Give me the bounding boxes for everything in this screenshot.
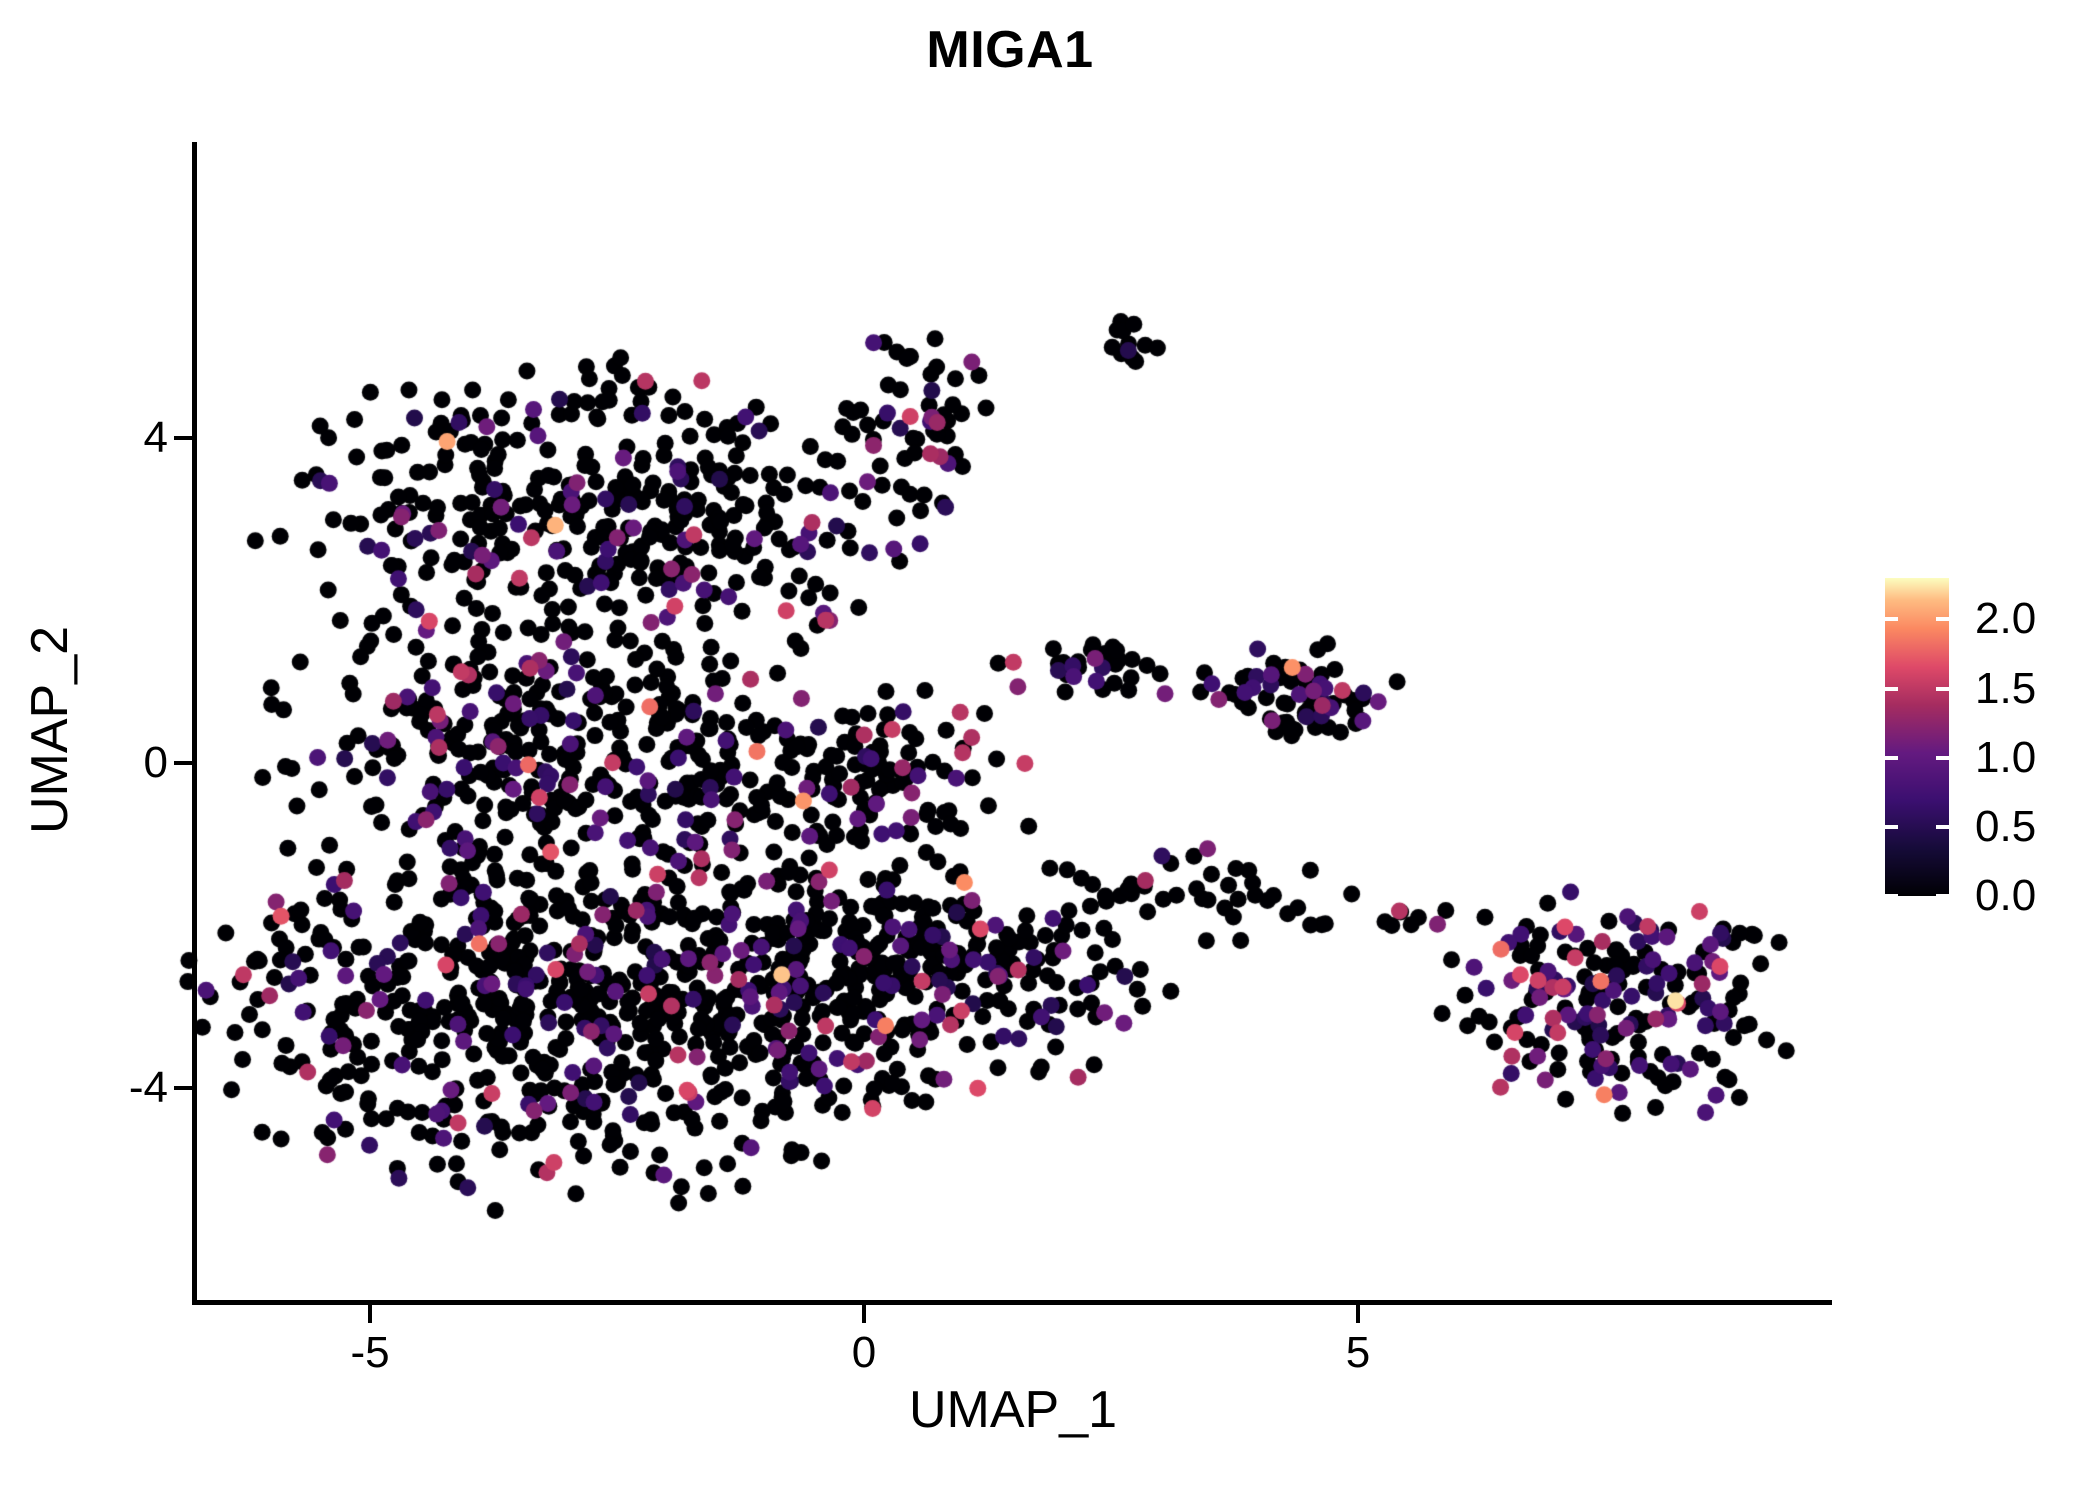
colorbar-tick-label: 1.5 bbox=[1975, 663, 2037, 713]
colorbar-tick-mark bbox=[1885, 894, 1898, 898]
colorbar-tick-label: 0.0 bbox=[1975, 871, 2037, 920]
colorbar-tick-label: 0.5 bbox=[1975, 801, 2037, 851]
colorbar-tick-mark bbox=[1885, 617, 1898, 622]
y-tick-label: 4 bbox=[143, 413, 168, 462]
y-tick-mark bbox=[174, 761, 192, 765]
colorbar-tick-label: 1.0 bbox=[1975, 732, 2037, 782]
x-tick-mark bbox=[862, 1305, 866, 1323]
y-axis-title: UMAP_2 bbox=[21, 625, 79, 835]
x-tick-label: 5 bbox=[1345, 1328, 1371, 1377]
x-axis-line bbox=[192, 1300, 1832, 1305]
x-tick-mark bbox=[1356, 1305, 1360, 1323]
y-tick-label: -4 bbox=[128, 1063, 168, 1112]
y-tick-mark bbox=[174, 436, 192, 440]
y-tick-mark bbox=[174, 1086, 192, 1090]
x-axis-title: UMAP_1 bbox=[908, 1381, 1118, 1439]
colorbar-tick-mark bbox=[1885, 686, 1898, 691]
x-tick-mark bbox=[368, 1305, 372, 1323]
colorbar-gradient bbox=[1885, 578, 1949, 896]
colorbar-tick-mark bbox=[1936, 824, 1949, 829]
colorbar-tick-mark bbox=[1936, 755, 1949, 760]
x-tick-label: 0 bbox=[851, 1328, 877, 1377]
colorbar-tick-mark bbox=[1885, 824, 1898, 829]
colorbar-legend bbox=[1885, 578, 1949, 898]
x-tick-label: -5 bbox=[350, 1328, 390, 1377]
y-tick-label: 0 bbox=[143, 738, 168, 787]
colorbar-tick-label: 2.0 bbox=[1975, 594, 2037, 644]
y-axis-line bbox=[192, 142, 197, 1305]
colorbar-tick-mark bbox=[1936, 894, 1949, 898]
colorbar-tick-mark bbox=[1885, 755, 1898, 760]
colorbar-tick-mark bbox=[1936, 617, 1949, 622]
colorbar-tick-mark bbox=[1936, 686, 1949, 691]
